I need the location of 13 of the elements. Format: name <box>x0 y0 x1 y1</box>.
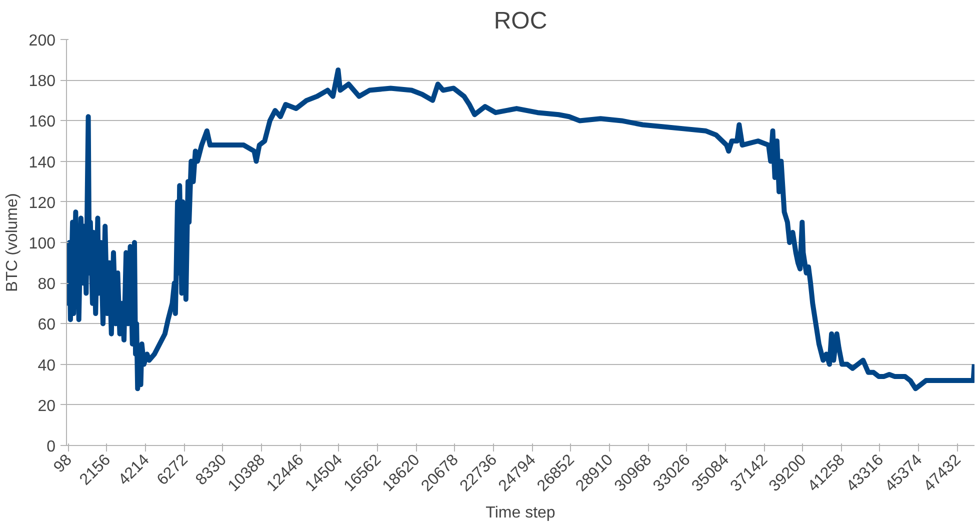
y-tick-label: 120 <box>28 194 56 212</box>
x-axis-title: Time step <box>486 504 556 522</box>
y-tick-label: 20 <box>38 398 56 415</box>
y-tick-label: 160 <box>28 114 56 131</box>
y-tick-label: 180 <box>28 73 56 90</box>
y-tick-label: 200 <box>28 32 56 50</box>
y-axis-title: BTC (volume) <box>4 193 21 292</box>
y-tick-label: 40 <box>38 357 56 374</box>
y-tick-label: 80 <box>38 276 56 294</box>
y-tick-label: 140 <box>28 154 56 172</box>
y-tick-label: 60 <box>38 316 56 334</box>
y-tick-label: 100 <box>28 236 56 252</box>
chart-title: ROC <box>494 8 548 34</box>
